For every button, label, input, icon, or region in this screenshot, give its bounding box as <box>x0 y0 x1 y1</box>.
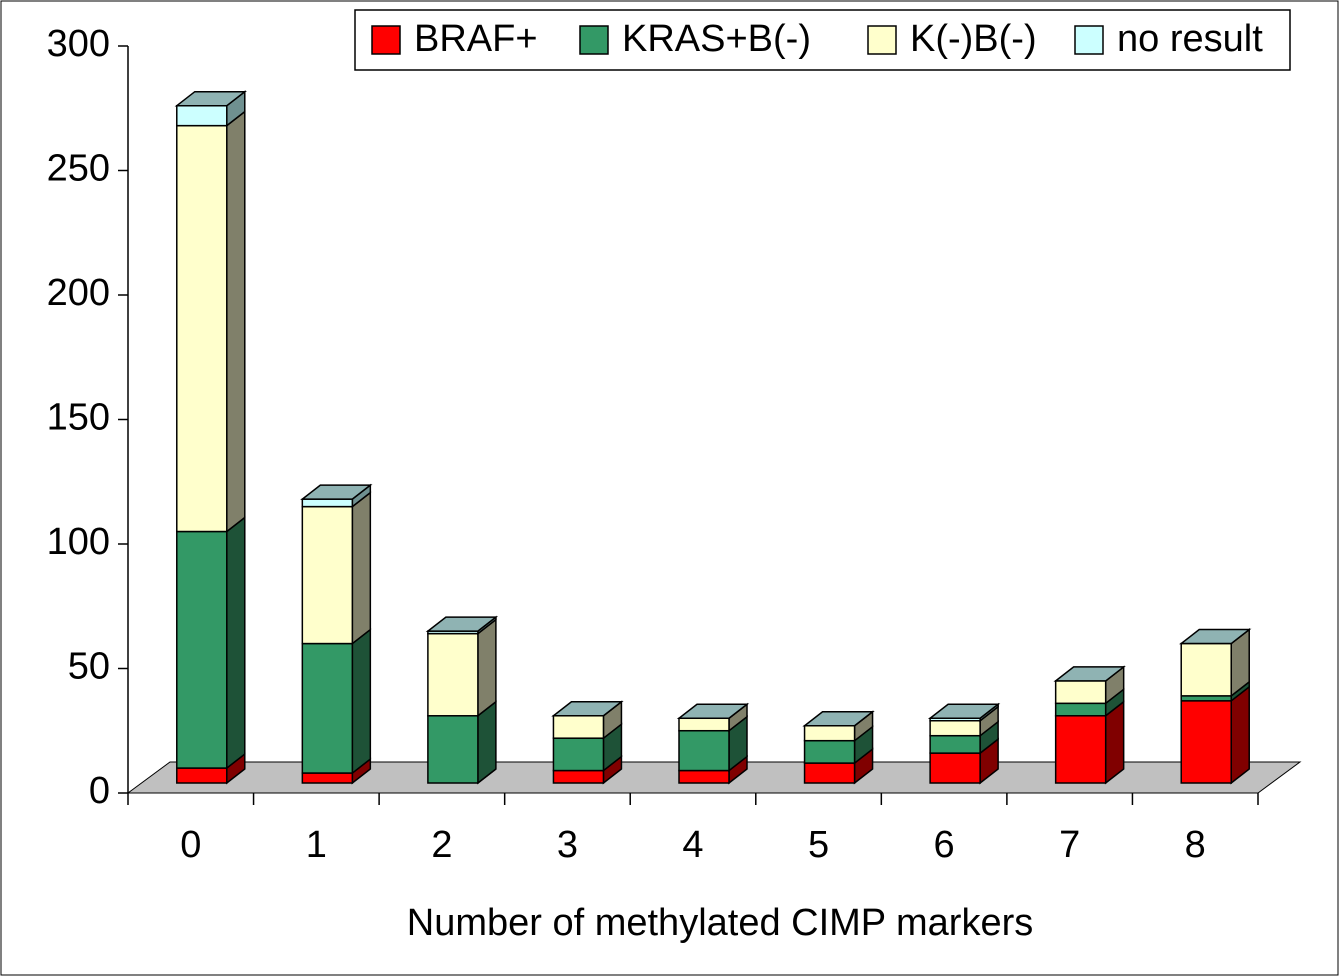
bar-top <box>1179 628 1252 645</box>
bar-top <box>927 703 1001 720</box>
bar-top <box>300 484 373 500</box>
legend-label: KRAS+B(-) <box>622 18 811 60</box>
x-tick-label: 6 <box>934 824 955 866</box>
bar-segment <box>1054 680 1107 705</box>
bar-side <box>351 628 372 775</box>
bar-top <box>551 701 624 717</box>
bar-side <box>1230 685 1250 785</box>
y-tick-label: 100 <box>47 521 110 563</box>
x-tick-label: 5 <box>808 824 829 866</box>
bar-segment <box>1180 700 1232 784</box>
x-tick-label: 7 <box>1059 824 1080 866</box>
x-tick-label: 4 <box>682 824 703 866</box>
y-tick-label: 150 <box>47 397 110 439</box>
bar-segment <box>552 715 605 739</box>
x-axis-label: Number of methylated CIMP markers <box>407 902 1034 944</box>
bar-side <box>226 515 246 770</box>
bar-segment <box>678 729 730 772</box>
bar-segment <box>929 734 981 754</box>
x-tick-label: 1 <box>306 824 327 866</box>
bar-segment <box>678 717 730 732</box>
bar-side <box>477 618 497 718</box>
legend-swatch <box>867 25 897 55</box>
bar-segment <box>552 769 605 784</box>
bar-segment <box>1054 715 1107 784</box>
y-tick-label: 0 <box>89 770 110 812</box>
bar-segment <box>301 505 354 645</box>
bar-top <box>1053 666 1126 682</box>
bar-segment <box>176 530 228 769</box>
bar-side <box>351 491 372 646</box>
bar-segment <box>803 724 856 742</box>
x-tick-label: 3 <box>557 824 578 866</box>
bar-top <box>676 703 750 720</box>
legend-label: no result <box>1117 18 1263 60</box>
bar-segment <box>1180 642 1232 697</box>
legend-swatch <box>371 25 401 55</box>
bar-segment <box>301 642 354 774</box>
legend-swatch <box>579 25 609 55</box>
bar-top <box>174 90 247 107</box>
bar-segment <box>176 104 228 127</box>
bar-segment <box>176 124 228 533</box>
bar-segment <box>552 737 605 772</box>
y-tick-label: 50 <box>68 646 110 688</box>
bar-side <box>226 110 246 534</box>
bar-segment <box>301 498 354 508</box>
legend-swatch <box>1074 25 1104 55</box>
bar-segment <box>929 752 981 784</box>
x-tick-label: 2 <box>431 824 452 866</box>
bar-segment <box>803 762 856 784</box>
y-tick-label: 250 <box>47 148 110 190</box>
legend-box <box>354 9 1291 71</box>
bar-segment <box>427 632 479 717</box>
bar-top <box>425 616 499 632</box>
y-tick-label: 200 <box>47 272 110 314</box>
legend-label: BRAF+ <box>414 18 538 60</box>
bar-top <box>802 710 875 727</box>
y-tick-label: 300 <box>47 23 110 65</box>
bar-segment <box>803 739 856 764</box>
x-tick-label: 0 <box>180 824 201 866</box>
bar-segment <box>301 772 354 784</box>
bar-segment <box>176 767 228 784</box>
bar-segment <box>678 769 730 784</box>
x-tick-label: 8 <box>1185 824 1206 866</box>
bar-segment <box>1054 702 1107 717</box>
bar-segment <box>427 715 479 784</box>
bar-segment <box>929 720 981 737</box>
legend-label: K(-)B(-) <box>910 18 1037 60</box>
